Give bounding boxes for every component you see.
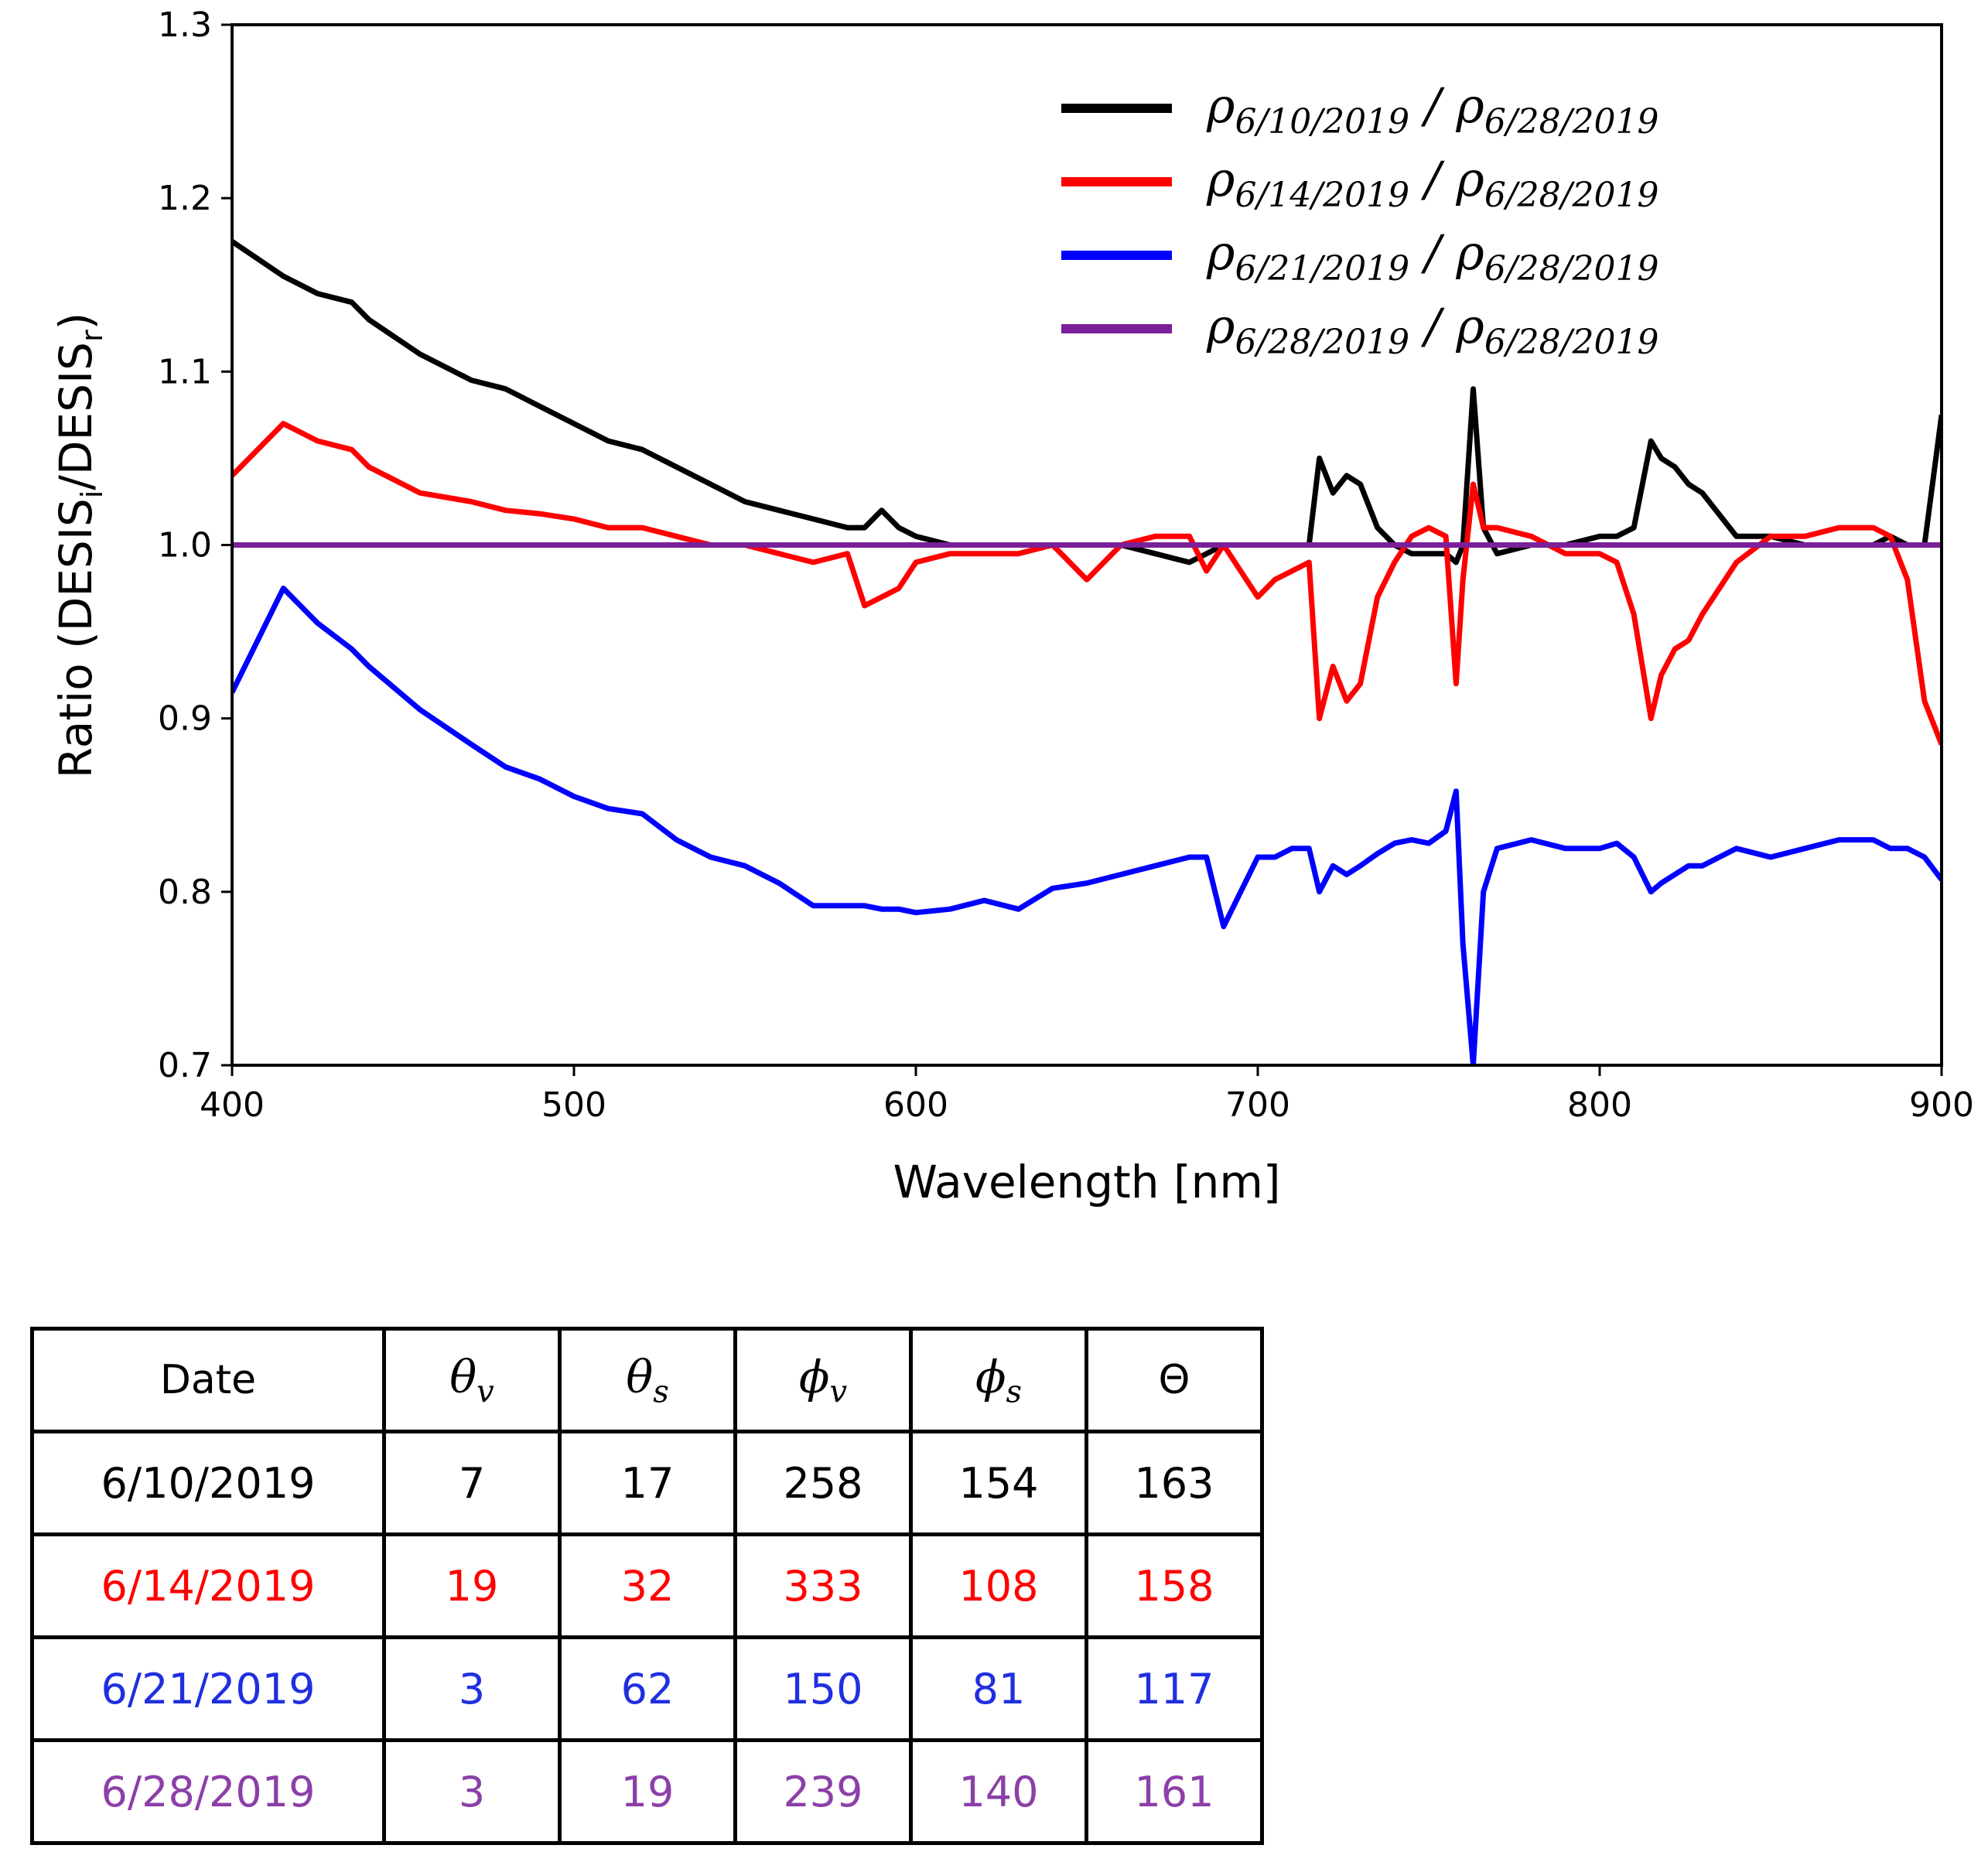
cell-phi-v: 239 [733,1738,913,1845]
table-row: 6/14/2019 19 32 333 108 158 [30,1532,1264,1639]
series-line-6-21-2019 [232,586,1942,1065]
y-axis-ticks: 0.7 0.8 0.9 1.0 1.1 1.2 1.3 [158,5,232,1085]
header-big-theta: Θ [1085,1327,1264,1433]
cell-big-theta: 158 [1085,1532,1264,1639]
cell-phi-s: 140 [909,1738,1088,1845]
y-tick-label: 1.2 [158,179,212,218]
x-tick-label: 700 [1225,1085,1290,1125]
y-tick-label: 1.3 [158,5,212,45]
header-phi-s: ϕs [909,1327,1088,1433]
cell-phi-v: 150 [733,1635,913,1742]
cell-phi-s: 108 [909,1532,1088,1639]
legend-label: ρ6/21/2019 / ρ6/28/2019 [1206,224,1658,289]
x-tick-label: 400 [200,1085,265,1125]
header-date: Date [30,1327,386,1433]
legend: ρ6/10/2019 / ρ6/28/2019 ρ6/14/2019 / ρ6/2… [1061,77,1658,362]
y-tick-label: 0.8 [158,873,212,912]
cell-date: 6/14/2019 [30,1532,386,1639]
table-row: 6/21/2019 3 62 150 81 117 [30,1635,1264,1742]
cell-theta-s: 62 [558,1635,737,1742]
cell-phi-v: 258 [733,1430,913,1536]
cell-theta-v: 19 [382,1532,562,1639]
x-axis-ticks: 400 500 600 700 800 900 [200,1065,1974,1125]
y-tick-label: 1.0 [158,526,212,565]
cell-big-theta: 161 [1085,1738,1264,1845]
cell-date: 6/10/2019 [30,1430,386,1536]
cell-big-theta: 117 [1085,1635,1264,1742]
angles-table: Date θv θs ϕv ϕs Θ 6/10/2019 7 17 258 15… [30,1327,1264,1845]
ratio-chart: 400 500 600 700 800 900 0.7 0.8 0.9 1.0 1.1 1.2 1.3… [50,5,1974,1208]
cell-theta-s: 32 [558,1532,737,1639]
header-theta-s: θs [558,1327,737,1433]
y-tick-label: 0.7 [158,1046,212,1085]
cell-phi-s: 81 [909,1635,1088,1742]
legend-label: ρ6/14/2019 / ρ6/28/2019 [1206,151,1658,215]
legend-label: ρ6/28/2019 / ρ6/28/2019 [1206,298,1658,362]
table-header-row: Date θv θs ϕv ϕs Θ [30,1327,1264,1433]
cell-theta-s: 19 [558,1738,737,1845]
x-tick-label: 900 [1909,1085,1974,1125]
cell-theta-v: 3 [382,1738,562,1845]
cell-phi-s: 154 [909,1430,1088,1536]
series-lines [232,239,1942,1065]
cell-date: 6/21/2019 [30,1635,386,1742]
x-axis-title: Wavelength [nm] [893,1156,1280,1208]
y-tick-label: 1.1 [158,352,212,391]
series-line-6-10-2019 [232,239,1942,565]
cell-theta-v: 3 [382,1635,562,1742]
table-row: 6/10/2019 7 17 258 154 163 [30,1430,1264,1536]
cell-big-theta: 163 [1085,1430,1264,1536]
y-tick-label: 0.9 [158,699,212,739]
series-line-6-14-2019 [232,421,1942,746]
cell-phi-v: 333 [733,1532,913,1639]
header-phi-v: ϕv [733,1327,913,1433]
x-tick-label: 600 [883,1085,948,1125]
y-axis-title: Ratio (DESISi/DESISr) [50,313,109,778]
header-theta-v: θv [382,1327,562,1433]
cell-date: 6/28/2019 [30,1738,386,1845]
cell-theta-s: 17 [558,1430,737,1536]
x-tick-label: 800 [1567,1085,1632,1125]
x-tick-label: 500 [541,1085,606,1125]
cell-theta-v: 7 [382,1430,562,1536]
table-row: 6/28/2019 3 19 239 140 161 [30,1738,1264,1845]
legend-label: ρ6/10/2019 / ρ6/28/2019 [1206,77,1658,142]
